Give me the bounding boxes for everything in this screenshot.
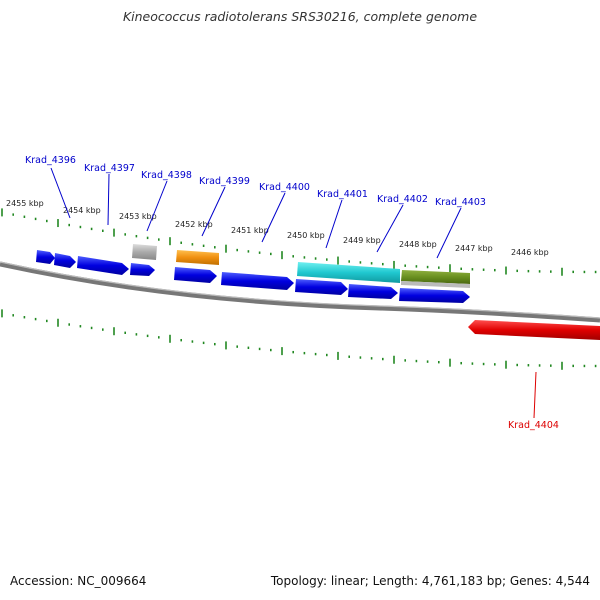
gene-arrow-reverse[interactable]	[468, 320, 600, 340]
tick-label: 2453 kbp	[119, 212, 157, 221]
gene-arrow[interactable]	[221, 272, 294, 290]
topology-text: Topology: linear; Length: 4,761,183 bp; …	[270, 574, 590, 588]
gene-label-krad-4404[interactable]: Krad_4404	[508, 420, 559, 431]
gene-labels: Krad_4396 Krad_4397 Krad_4398 Krad_4399 …	[25, 155, 559, 431]
rna-feature[interactable]	[132, 244, 157, 260]
gene-label-krad-4400[interactable]: Krad_4400	[259, 182, 310, 193]
genome-backbone	[0, 261, 600, 323]
feature-row-upper	[36, 244, 470, 303]
tick-label: 2454 kbp	[63, 206, 101, 215]
gene-label-krad-4403[interactable]: Krad_4403	[435, 197, 486, 208]
gene-label-krad-4399[interactable]: Krad_4399	[199, 176, 250, 187]
gene-arrow[interactable]	[77, 256, 129, 275]
tick-label: 2455 kbp	[6, 199, 44, 208]
label-leaders	[50, 167, 537, 419]
gene-arrow[interactable]	[174, 267, 217, 283]
tick-label: 2447 kbp	[455, 244, 493, 253]
gene-arrow[interactable]	[348, 284, 398, 299]
scale-tick-labels: 2455 kbp 2454 kbp 2453 kbp 2452 kbp 2451…	[6, 199, 549, 257]
gene-arrow[interactable]	[130, 263, 155, 276]
accession-text: Accession: NC_009664	[10, 574, 147, 588]
gene-label-krad-4397[interactable]: Krad_4397	[84, 163, 135, 174]
misc-feature[interactable]	[401, 270, 470, 284]
genome-title: Kineococcus radiotolerans SRS30216, comp…	[122, 9, 478, 24]
tick-label: 2449 kbp	[343, 236, 381, 245]
tick-label: 2446 kbp	[511, 248, 549, 257]
gene-arrow[interactable]	[399, 288, 470, 303]
upper-scale-ticks	[1, 208, 597, 276]
tick-label: 2452 kbp	[175, 220, 213, 229]
misc-feature[interactable]	[176, 250, 219, 265]
gene-arrow[interactable]	[54, 253, 76, 268]
gene-label-krad-4398[interactable]: Krad_4398	[141, 170, 192, 181]
lower-scale-ticks	[1, 309, 597, 370]
feature-row-lower	[468, 320, 600, 340]
misc-feature[interactable]	[297, 262, 400, 283]
gene-arrow[interactable]	[36, 250, 55, 264]
tick-label: 2450 kbp	[287, 231, 325, 240]
gene-label-krad-4396[interactable]: Krad_4396	[25, 155, 76, 166]
tick-label: 2451 kbp	[231, 226, 269, 235]
gene-label-krad-4402[interactable]: Krad_4402	[377, 194, 428, 205]
misc-feature-shadow	[401, 281, 470, 288]
gene-arrow[interactable]	[295, 279, 348, 295]
tick-label: 2448 kbp	[399, 240, 437, 249]
gene-label-krad-4401[interactable]: Krad_4401	[317, 189, 368, 200]
